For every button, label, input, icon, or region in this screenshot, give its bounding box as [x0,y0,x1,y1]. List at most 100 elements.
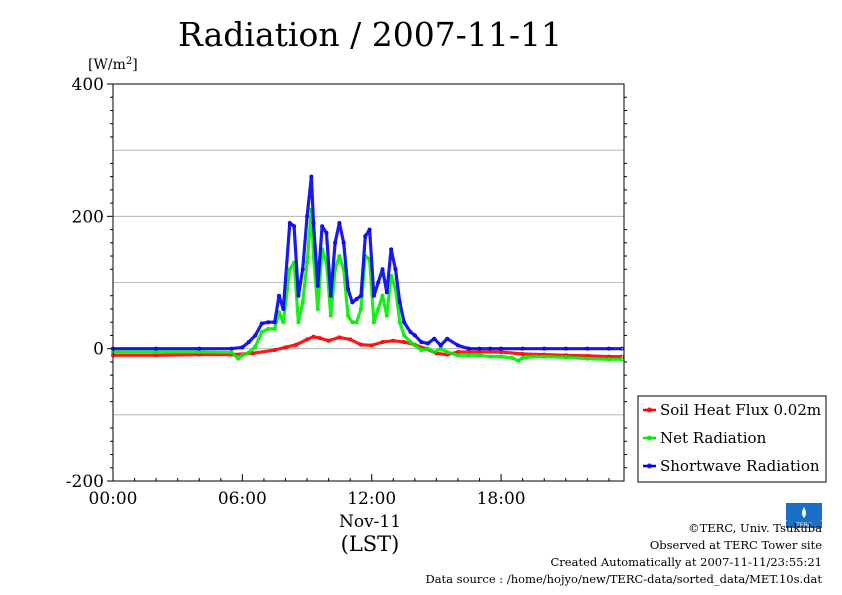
legend-label-0: Soil Heat Flux 0.02m [660,401,821,419]
legend-marker-2 [647,463,652,469]
data-point [488,346,493,351]
data-point [391,338,396,343]
data-point [531,354,536,359]
data-point [251,351,256,356]
terc-logo: TERC [786,503,822,529]
data-point [300,267,305,272]
data-point [328,293,333,298]
data-point [346,287,351,292]
data-point [367,227,372,232]
data-point [305,260,310,265]
data-point [305,214,310,219]
data-point [371,320,376,325]
data-point [259,330,264,335]
data-point [337,220,342,225]
data-point [455,343,460,348]
data-point [499,346,504,351]
data-point [585,356,590,361]
data-point [320,224,325,229]
data-point [412,333,417,338]
data-point [389,247,394,252]
data-point [432,349,437,354]
data-point [402,340,407,345]
data-point [259,321,264,326]
data-point [363,234,368,239]
data-point [371,293,376,298]
axes: -200 0 200 400 00:00 06:00 12:00 18:00 [66,75,627,509]
data-point [477,346,482,351]
footer-data-source: Data source : /home/hojyo/new/TERC-data/… [425,572,822,586]
data-point [520,351,525,356]
data-point [606,346,611,351]
legend-label-2: Shortwave Radiation [660,457,820,475]
data-point [315,283,320,288]
terc-logo-drop-icon [802,507,806,518]
footer-copyright: ©TERC, Univ. Tsukuba [688,521,822,535]
data-point [376,306,381,311]
data-point [412,343,417,348]
data-point [384,290,389,295]
data-point [619,346,624,351]
data-point [300,300,305,305]
data-point [287,220,292,225]
data-point [466,353,471,358]
data-point [432,336,437,341]
data-point [445,336,450,341]
legend-label-1: Net Radiation [660,429,767,447]
data-point [333,240,338,245]
x-tick-label-18: 18:00 [477,489,526,509]
data-point [266,320,271,325]
data-point [283,345,288,350]
data-point [606,357,611,362]
data-point [266,326,271,331]
data-point [240,345,245,350]
legend: Soil Heat Flux 0.02m Net Radiation Shortwa… [637,395,827,483]
y-tick-label--200: -200 [66,472,104,492]
chart-title: Radiation / 2007-11-11 [178,15,562,54]
data-point [328,313,333,318]
data-point [236,356,241,361]
data-point [509,355,514,360]
data-point [354,320,359,325]
data-point [358,342,363,347]
data-point [229,346,234,351]
data-point [287,267,292,272]
data-point [305,337,310,342]
data-point [296,293,301,298]
data-point [520,355,525,360]
data-point [542,346,547,351]
plot-frame [112,83,625,482]
series-line-2 [113,175,622,351]
data-point [369,343,374,348]
y-tick-label-0: 0 [93,340,104,360]
data-point [350,300,355,305]
data-point [311,334,316,339]
data-point [358,293,363,298]
data-point [408,330,413,335]
data-point [296,320,301,325]
legend-box [637,395,827,483]
grid-lines [113,149,624,416]
data-point [246,350,251,355]
data-point [408,340,413,345]
x-tick-label-12: 12:00 [347,489,396,509]
data-point [341,240,346,245]
data-point [277,293,282,298]
data-point [466,346,471,351]
legend-marker-1 [647,435,652,441]
data-point [380,293,385,298]
data-point [326,338,331,343]
data-point [402,320,407,325]
data-point [419,340,424,345]
data-point [272,320,277,325]
data-point [397,300,402,305]
data-point [294,342,299,347]
data-point [419,347,424,352]
data-point [337,254,342,259]
data-point [585,346,590,351]
data-point [281,306,286,311]
data-point [455,353,460,358]
data-point [563,355,568,360]
data-point [425,346,430,351]
data-point [253,333,258,338]
